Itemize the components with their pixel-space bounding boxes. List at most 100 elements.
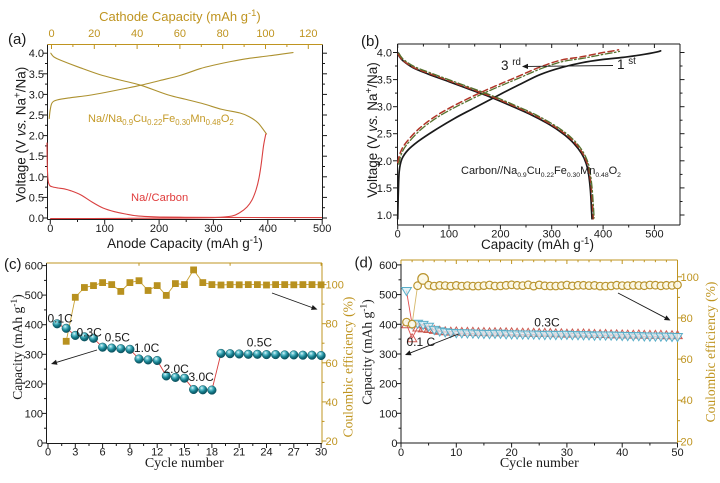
svg-text:40: 40 [681,395,693,407]
svg-text:200: 200 [25,379,43,391]
svg-text:300: 300 [25,349,43,361]
svg-text:0.5: 0.5 [29,192,44,204]
svg-text:(b): (b) [361,33,379,50]
svg-text:100: 100 [256,28,274,40]
svg-text:400: 400 [379,319,397,331]
svg-text:200: 200 [150,223,168,235]
svg-text:2.0: 2.0 [29,131,44,143]
svg-text:21: 21 [233,447,245,459]
svg-text:18: 18 [206,447,218,459]
svg-text:200: 200 [379,379,397,391]
svg-text:100: 100 [379,408,397,420]
svg-text:0: 0 [398,447,404,459]
svg-text:400: 400 [259,223,277,235]
svg-text:0: 0 [48,28,54,40]
svg-text:0: 0 [395,229,401,241]
svg-text:80: 80 [681,313,693,325]
svg-text:9: 9 [127,447,133,459]
svg-text:2.0C: 2.0C [164,362,190,376]
svg-text:6: 6 [100,447,106,459]
svg-text:4.0: 4.0 [29,48,44,60]
svg-text:60: 60 [326,358,338,370]
svg-text:600: 600 [25,261,43,273]
svg-text:3 rd: 3 rd [501,57,521,73]
svg-text:Cycle number: Cycle number [500,456,579,471]
svg-text:1.5: 1.5 [377,183,392,195]
svg-text:Na//Carbon: Na//Carbon [131,192,188,204]
svg-text:100: 100 [96,223,114,235]
svg-text:Voltage (V vs. Na+/Na): Voltage (V vs. Na+/Na) [364,62,380,198]
svg-text:20: 20 [681,436,693,448]
svg-text:20: 20 [88,28,100,40]
svg-text:0: 0 [47,223,53,235]
svg-text:60: 60 [174,28,186,40]
svg-text:Cathode Capacity (mAh g-1): Cathode Capacity (mAh g-1) [99,7,261,24]
svg-text:500: 500 [313,223,331,235]
svg-text:3.0C: 3.0C [189,370,215,384]
svg-text:0: 0 [37,438,43,450]
svg-text:500: 500 [379,290,397,302]
svg-text:100: 100 [681,272,699,284]
svg-text:100: 100 [326,280,344,292]
svg-text:3.0: 3.0 [29,89,44,101]
svg-text:1.5: 1.5 [29,151,44,163]
svg-text:300: 300 [204,223,222,235]
svg-text:10: 10 [450,447,462,459]
svg-text:20: 20 [326,436,338,448]
svg-text:20: 20 [505,447,517,459]
svg-text:3.5: 3.5 [377,75,392,87]
svg-text:Anode Capacity (mAh g-1): Anode Capacity (mAh g-1) [107,235,263,251]
svg-text:80: 80 [217,28,229,40]
svg-text:400: 400 [594,229,612,241]
svg-text:0: 0 [45,447,51,459]
svg-text:4.0: 4.0 [377,48,392,60]
svg-text:400: 400 [25,320,43,332]
svg-text:1.0: 1.0 [377,210,392,222]
svg-text:Voltage (V vs. Na+/Na): Voltage (V vs. Na+/Na) [12,67,28,203]
svg-text:3: 3 [72,447,78,459]
svg-text:60: 60 [681,354,693,366]
svg-text:27: 27 [288,447,300,459]
svg-text:40: 40 [326,397,338,409]
svg-text:0.0: 0.0 [29,213,44,225]
svg-text:0.3C: 0.3C [77,326,103,340]
svg-text:Na//Na0.9Cu0.22Fe0.30Mn0.48O2: Na//Na0.9Cu0.22Fe0.30Mn0.48O2 [88,113,234,127]
svg-text:0.3C: 0.3C [534,316,560,330]
svg-text:30: 30 [315,447,327,459]
svg-text:24: 24 [260,447,272,459]
svg-text:12: 12 [151,447,163,459]
svg-text:Capacity (mAh g-1): Capacity (mAh g-1) [9,294,25,400]
svg-text:Coulombic efficiency (%): Coulombic efficiency (%) [703,282,718,423]
svg-text:300: 300 [543,229,561,241]
svg-text:Cycle number: Cycle number [145,456,224,471]
svg-text:15: 15 [178,447,190,459]
svg-text:Capacity (mAh g-1): Capacity (mAh g-1) [358,299,374,405]
svg-text:600: 600 [379,260,397,272]
svg-text:1 st: 1 st [617,56,636,72]
svg-text:1.0C: 1.0C [134,341,160,355]
svg-text:0: 0 [391,438,397,450]
svg-text:2.0: 2.0 [377,156,392,168]
svg-text:3.5: 3.5 [29,69,44,81]
svg-text:500: 500 [25,290,43,302]
svg-text:40: 40 [131,28,143,40]
svg-text:0.5C: 0.5C [105,331,131,345]
svg-text:0.1 C: 0.1 C [407,335,436,349]
svg-text:80: 80 [326,319,338,331]
svg-text:2.5: 2.5 [29,110,44,122]
svg-text:0.1C: 0.1C [48,312,74,326]
svg-text:1.0: 1.0 [29,172,44,184]
svg-text:(d): (d) [355,255,373,272]
svg-text:2.5: 2.5 [377,129,392,141]
svg-text:200: 200 [491,229,509,241]
svg-text:0.5C: 0.5C [247,336,273,350]
svg-text:Coulombic efficiency (%): Coulombic efficiency (%) [341,297,356,438]
svg-text:30: 30 [561,447,573,459]
svg-text:3.0: 3.0 [377,102,392,114]
svg-text:(a): (a) [8,31,26,48]
svg-text:Capacity (mAh g-1): Capacity (mAh g-1) [481,236,594,252]
svg-text:120: 120 [299,28,317,40]
svg-text:300: 300 [379,349,397,361]
svg-text:100: 100 [25,408,43,420]
svg-text:(c): (c) [4,256,22,273]
